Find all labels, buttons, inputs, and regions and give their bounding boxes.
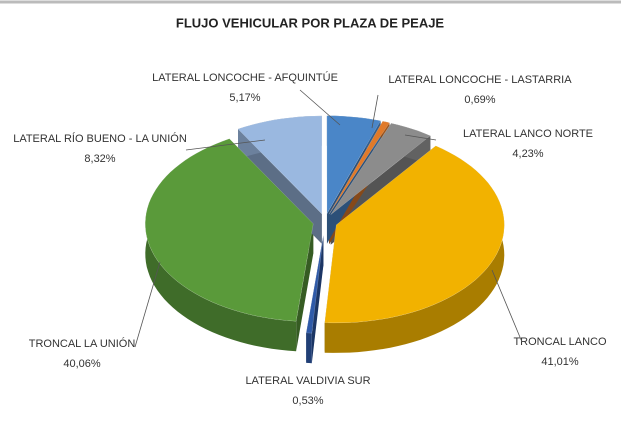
leader-line bbox=[404, 134, 437, 141]
slice-value-label: 4,23% bbox=[512, 148, 543, 160]
leader-line bbox=[491, 269, 523, 343]
slice-value-label: 0,69% bbox=[464, 94, 495, 106]
slice bbox=[326, 115, 381, 215]
slice-label: LATERAL VALDIVIA SUR bbox=[245, 375, 370, 387]
slice-label: TRONCAL LA UNIÓN bbox=[29, 337, 136, 350]
slice bbox=[324, 145, 505, 324]
slice-rim bbox=[324, 145, 505, 353]
slice-wall bbox=[296, 223, 314, 352]
slice bbox=[305, 235, 324, 334]
slice-label: LATERAL RÍO BUENO - LA UNIÓN bbox=[13, 132, 187, 145]
slice-label: LATERAL LONCOCHE - LASTARRIA bbox=[388, 74, 572, 86]
slice-value-label: 8,32% bbox=[84, 153, 115, 165]
slice-value-label: 40,06% bbox=[63, 358, 101, 370]
slice-label: TRONCAL LANCO bbox=[513, 336, 607, 348]
slice-value-label: 5,17% bbox=[229, 92, 260, 104]
slice-rim bbox=[306, 332, 312, 364]
slice-tops bbox=[145, 115, 505, 334]
slice-value-label: 0,53% bbox=[292, 395, 323, 407]
leader-line bbox=[371, 94, 379, 129]
leader-line bbox=[299, 89, 341, 126]
slice bbox=[328, 120, 390, 215]
slice-label: LATERAL LANCO NORTE bbox=[463, 128, 593, 140]
slice bbox=[145, 138, 314, 322]
slice bbox=[330, 122, 431, 215]
slice-value-label: 41,01% bbox=[541, 356, 579, 368]
leader-line bbox=[185, 139, 266, 151]
slice-label: LATERAL LONCOCHE - AFQUINTÚE bbox=[152, 71, 338, 84]
leader-line bbox=[134, 261, 161, 348]
chart-title: FLUJO VEHICULAR POR PLAZA DE PEAJE bbox=[176, 15, 445, 30]
